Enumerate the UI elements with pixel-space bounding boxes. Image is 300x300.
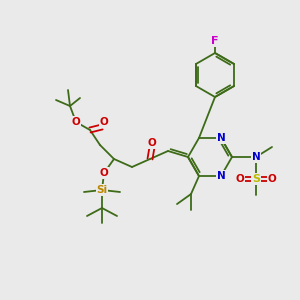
Text: O: O <box>72 117 80 127</box>
Text: Si: Si <box>96 185 108 195</box>
Text: F: F <box>211 36 219 46</box>
Text: N: N <box>217 171 225 181</box>
Text: N: N <box>217 133 225 143</box>
Text: O: O <box>100 168 108 178</box>
Text: O: O <box>100 117 108 127</box>
Text: N: N <box>252 152 260 162</box>
Text: O: O <box>236 174 244 184</box>
Text: S: S <box>252 174 260 184</box>
Text: O: O <box>148 138 156 148</box>
Text: O: O <box>268 174 276 184</box>
